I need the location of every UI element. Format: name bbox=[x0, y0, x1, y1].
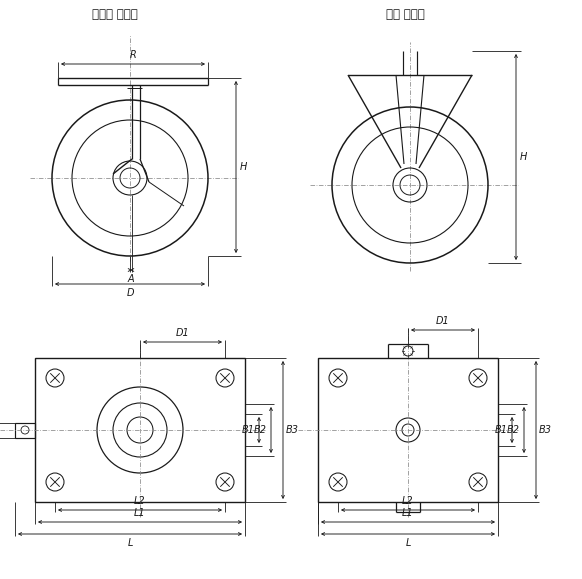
Bar bbox=[35, 358, 245, 502]
Text: L1: L1 bbox=[134, 508, 146, 518]
Text: 스위벨 캐스터: 스위벨 캐스터 bbox=[92, 9, 138, 21]
Text: B2: B2 bbox=[254, 425, 267, 435]
Text: H: H bbox=[520, 152, 527, 162]
Text: B3: B3 bbox=[286, 425, 299, 435]
Text: B1: B1 bbox=[242, 425, 255, 435]
Text: L: L bbox=[127, 538, 133, 548]
Text: L: L bbox=[405, 538, 411, 548]
Text: B3: B3 bbox=[539, 425, 552, 435]
Text: D1: D1 bbox=[176, 328, 189, 338]
Text: 고정 캐스터: 고정 캐스터 bbox=[386, 9, 424, 21]
Text: D1: D1 bbox=[436, 316, 450, 326]
Text: L2: L2 bbox=[402, 496, 414, 506]
Text: B2: B2 bbox=[507, 425, 520, 435]
Text: B1: B1 bbox=[495, 425, 508, 435]
Text: H: H bbox=[240, 162, 247, 172]
Bar bbox=[318, 358, 498, 502]
Text: R: R bbox=[130, 50, 136, 60]
Text: A: A bbox=[127, 274, 134, 284]
Text: L1: L1 bbox=[402, 508, 414, 518]
Text: L2: L2 bbox=[134, 496, 146, 506]
Bar bbox=[15, 423, 35, 438]
Text: D: D bbox=[126, 288, 134, 298]
